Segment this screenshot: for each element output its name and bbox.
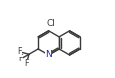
Text: Cl: Cl — [46, 19, 55, 28]
Text: N: N — [45, 50, 52, 60]
Text: F: F — [17, 47, 22, 56]
Text: F: F — [24, 59, 29, 68]
Text: F: F — [18, 54, 23, 63]
